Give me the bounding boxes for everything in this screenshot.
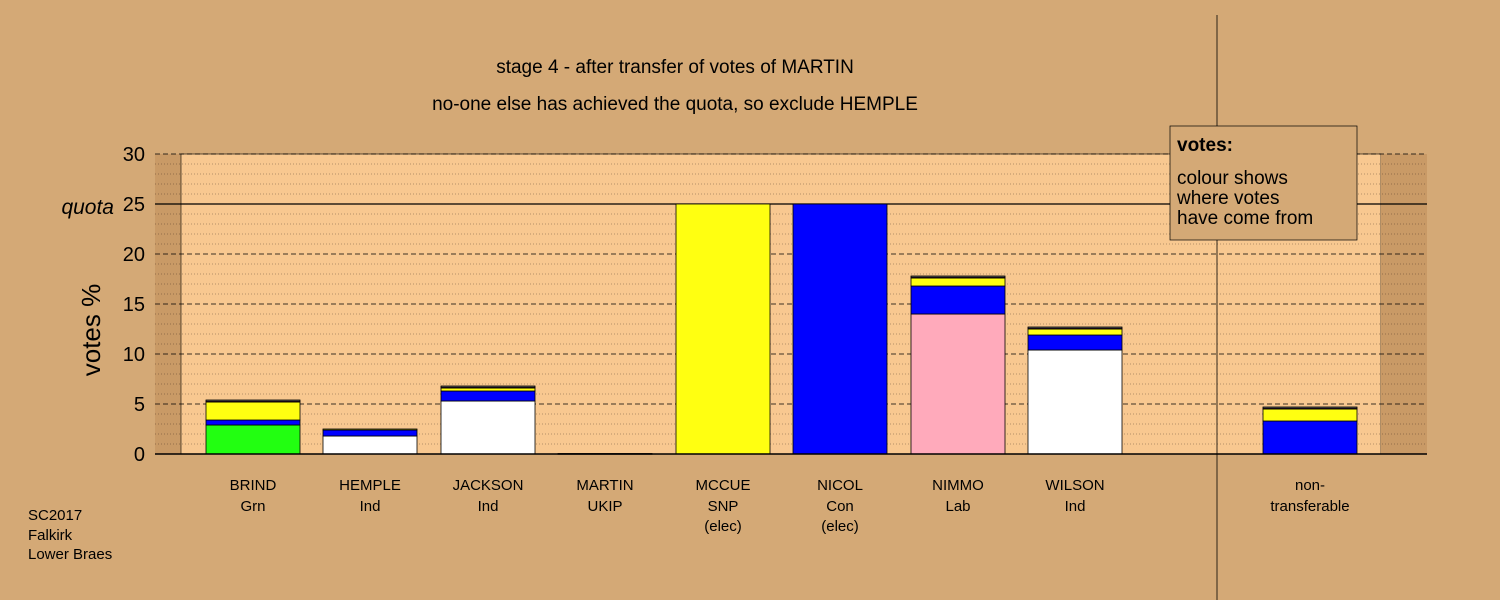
x-tick-label: Con bbox=[826, 498, 854, 515]
bar-segment bbox=[1262, 406, 1358, 409]
bar-segment bbox=[910, 275, 1006, 278]
x-tick-label: JACKSON bbox=[453, 477, 524, 494]
bar-segment bbox=[322, 428, 418, 431]
x-tick-label: UKIP bbox=[587, 498, 622, 515]
y-tick-label: 20 bbox=[123, 244, 145, 266]
chart-subtitle: no-one else has achieved the quota, so e… bbox=[432, 94, 918, 115]
x-tick-label: MCCUE bbox=[696, 477, 751, 494]
bar-segment bbox=[1027, 328, 1123, 336]
x-tick-label: HEMPLE bbox=[339, 477, 401, 494]
bar-segment bbox=[440, 400, 536, 455]
quota-label: quota bbox=[61, 196, 114, 219]
y-axis-label: votes % bbox=[76, 284, 106, 377]
y-tick-label: 5 bbox=[134, 394, 145, 416]
bars bbox=[205, 203, 1358, 455]
x-tick-label: Grn bbox=[240, 498, 265, 515]
bar-segment bbox=[440, 390, 536, 402]
y-tick-label: 30 bbox=[123, 144, 145, 166]
x-tick-labels: BRIND Grn HEMPLE Ind JACKSON Ind MARTIN UKIP MCC… bbox=[230, 477, 1350, 535]
bar-segment bbox=[322, 429, 418, 437]
x-tick-label: transferable bbox=[1270, 498, 1349, 515]
x-tick-label: BRIND bbox=[230, 477, 277, 494]
x-tick-label: MARTIN bbox=[576, 477, 633, 494]
x-tick-label: SNP bbox=[708, 498, 739, 515]
bar-segment bbox=[1027, 334, 1123, 351]
bar-segment bbox=[205, 419, 301, 426]
x-tick-label: (elec) bbox=[821, 518, 859, 535]
legend-line: have come from bbox=[1177, 208, 1313, 229]
chart-title: stage 4 - after transfer of votes of MAR… bbox=[496, 57, 854, 78]
bar-segment bbox=[910, 285, 1006, 315]
y-tick-label: 0 bbox=[134, 444, 145, 466]
bar-segment bbox=[910, 313, 1006, 455]
x-tick-label: Ind bbox=[1065, 498, 1086, 515]
legend-line: where votes bbox=[1176, 188, 1279, 209]
bar-segment bbox=[440, 385, 536, 388]
bar-segment bbox=[1262, 408, 1358, 422]
bar-segment bbox=[1027, 349, 1123, 455]
bar-segment bbox=[675, 203, 771, 455]
y-tick-labels: 0 5 10 15 20 25 30 bbox=[123, 144, 145, 466]
footer-line: Lower Braes bbox=[28, 546, 112, 563]
x-tick-label: non- bbox=[1295, 477, 1325, 494]
x-tick-label: NICOL bbox=[817, 477, 863, 494]
footer-info: SC2017 Falkirk Lower Braes bbox=[28, 507, 112, 563]
x-tick-label: NIMMO bbox=[932, 477, 984, 494]
x-tick-label: (elec) bbox=[704, 518, 742, 535]
x-tick-label: Lab bbox=[945, 498, 970, 515]
bar-segment bbox=[205, 424, 301, 455]
footer-line: SC2017 bbox=[28, 507, 82, 524]
legend-line: colour shows bbox=[1177, 168, 1288, 189]
legend-heading: votes: bbox=[1177, 135, 1233, 156]
bar-segment bbox=[1027, 326, 1123, 329]
footer-line: Falkirk bbox=[28, 527, 73, 544]
bar-segment bbox=[1262, 420, 1358, 455]
legend-box: votes: colour shows where votes have com… bbox=[1169, 125, 1358, 241]
gridlines bbox=[155, 153, 1427, 445]
bar-segment bbox=[322, 435, 418, 455]
x-tick-label: Ind bbox=[360, 498, 381, 515]
x-tick-label: Ind bbox=[478, 498, 499, 515]
bar-segment bbox=[205, 399, 301, 402]
bar-segment bbox=[440, 387, 536, 392]
bar-segment bbox=[205, 401, 301, 421]
bar-segment bbox=[910, 277, 1006, 287]
bar-segment bbox=[792, 203, 888, 455]
x-tick-label: WILSON bbox=[1045, 477, 1104, 494]
axes bbox=[155, 15, 1427, 600]
y-tick-label: 15 bbox=[123, 294, 145, 316]
y-tick-label: 25 bbox=[123, 194, 145, 216]
y-tick-label: 10 bbox=[123, 344, 145, 366]
